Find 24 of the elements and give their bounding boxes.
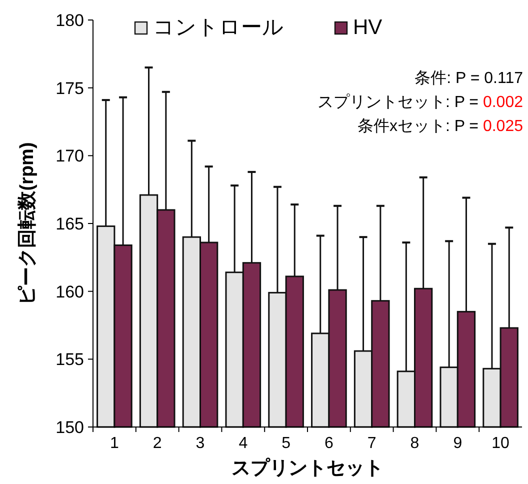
y-tick-label: 165 — [56, 214, 84, 234]
x-tick-label: 7 — [367, 435, 376, 452]
y-tick-label: 180 — [56, 10, 84, 30]
annotation: 条件xセット: P = 0.025 — [357, 118, 524, 135]
y-tick-label: 155 — [56, 350, 84, 370]
x-tick-label: 1 — [110, 435, 119, 452]
annotation: スプリントセット: P = 0.002 — [317, 93, 524, 111]
x-tick-label: 10 — [492, 435, 510, 452]
legend-label: コントロール — [153, 16, 284, 39]
x-tick-label: 6 — [324, 435, 334, 452]
y-tick-label: 170 — [56, 146, 84, 166]
x-tick-label: 9 — [453, 435, 462, 452]
x-tick-label: 2 — [152, 435, 162, 452]
annotation: 条件: P = 0.117 — [414, 70, 524, 87]
y-axis-title: ピーク回転数(rpm) — [17, 142, 38, 305]
x-tick-label: 8 — [410, 435, 420, 452]
x-axis-title: スプリントセット — [232, 457, 384, 479]
y-tick-label: 175 — [56, 78, 84, 98]
legend-label: HV — [353, 16, 382, 39]
x-tick-label: 4 — [238, 435, 248, 452]
y-tick-label: 160 — [56, 282, 84, 302]
x-tick-label: 5 — [282, 435, 291, 452]
x-tick-label: 3 — [196, 435, 205, 452]
y-tick-label: 150 — [56, 418, 84, 437]
